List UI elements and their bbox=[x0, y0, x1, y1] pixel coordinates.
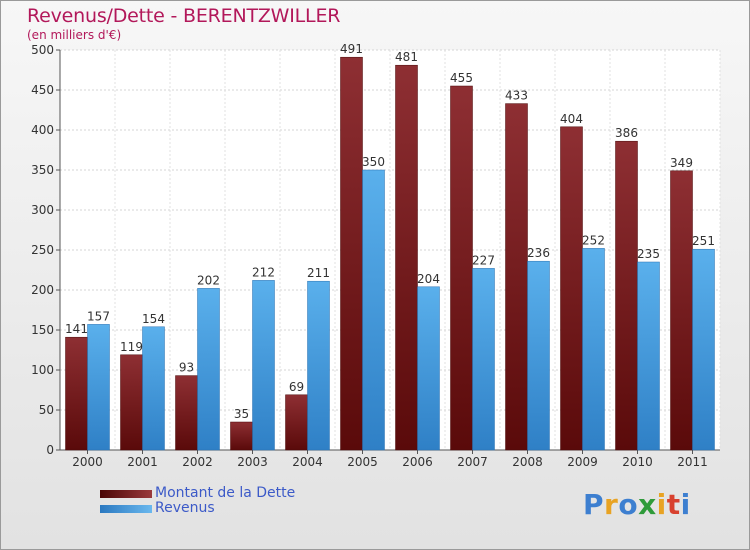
data-label-debt-2010: 386 bbox=[615, 126, 638, 140]
x-tick-label-2007: 2007 bbox=[457, 455, 488, 469]
bar-debt-2002 bbox=[175, 375, 198, 451]
logo-letter: i bbox=[656, 488, 667, 521]
data-label-revenue-2003: 212 bbox=[252, 265, 275, 279]
bar-revenue-2000 bbox=[87, 324, 110, 451]
bar-revenue-2008 bbox=[527, 260, 550, 451]
data-label-revenue-2004: 211 bbox=[307, 266, 330, 280]
x-tick-label-2000: 2000 bbox=[72, 455, 103, 469]
bar-debt-2000 bbox=[65, 336, 88, 451]
legend-swatch-revenue bbox=[100, 505, 152, 513]
data-label-revenue-2005: 350 bbox=[362, 155, 385, 169]
data-label-revenue-2011: 251 bbox=[692, 234, 715, 248]
proxiti-logo: Proxiti bbox=[583, 488, 691, 521]
x-tick-label-2001: 2001 bbox=[127, 455, 158, 469]
data-label-debt-2004: 69 bbox=[289, 380, 304, 394]
data-label-revenue-2002: 202 bbox=[197, 273, 220, 287]
bar-revenue-2011 bbox=[692, 248, 715, 451]
y-tick-label-50: 50 bbox=[39, 403, 54, 417]
bar-debt-2004 bbox=[285, 394, 308, 451]
bar-revenue-2010 bbox=[637, 261, 660, 451]
bar-debt-2009 bbox=[560, 126, 583, 451]
bar-revenue-2009 bbox=[582, 248, 605, 451]
data-label-debt-2011: 349 bbox=[670, 156, 693, 170]
bar-debt-2006 bbox=[395, 64, 418, 451]
data-label-debt-2000: 141 bbox=[65, 322, 88, 336]
y-tick-label-150: 150 bbox=[31, 323, 54, 337]
y-tick-label-300: 300 bbox=[31, 203, 54, 217]
data-label-revenue-2010: 235 bbox=[637, 247, 660, 261]
bar-revenue-2001 bbox=[142, 326, 165, 451]
bar-revenue-2003 bbox=[252, 280, 275, 451]
x-tick-label-2005: 2005 bbox=[347, 455, 378, 469]
data-label-debt-2001: 119 bbox=[120, 340, 143, 354]
logo-letter: t bbox=[666, 488, 681, 521]
x-tick-label-2010: 2010 bbox=[622, 455, 653, 469]
logo-letter: i bbox=[680, 488, 691, 521]
data-label-debt-2007: 455 bbox=[450, 71, 473, 85]
bar-revenue-2004 bbox=[307, 280, 330, 451]
bar-debt-2008 bbox=[505, 103, 528, 451]
data-label-revenue-2007: 227 bbox=[472, 253, 495, 267]
bar-debt-2007 bbox=[450, 85, 473, 451]
legend-label-debt: Montant de la Dette bbox=[155, 485, 296, 501]
bar-debt-2010 bbox=[615, 140, 638, 451]
legend-swatch-debt bbox=[100, 490, 152, 498]
x-tick-label-2011: 2011 bbox=[677, 455, 708, 469]
bar-revenue-2005 bbox=[362, 169, 385, 451]
x-tick-label-2008: 2008 bbox=[512, 455, 543, 469]
bar-debt-2011 bbox=[670, 170, 693, 451]
logo-letter: P bbox=[583, 488, 605, 521]
y-tick-label-200: 200 bbox=[31, 283, 54, 297]
y-tick-label-500: 500 bbox=[31, 43, 54, 57]
bar-revenue-2007 bbox=[472, 268, 495, 451]
bar-debt-2005 bbox=[340, 56, 363, 451]
bar-revenue-2006 bbox=[417, 286, 440, 451]
x-tick-label-2006: 2006 bbox=[402, 455, 433, 469]
data-label-debt-2006: 481 bbox=[395, 50, 418, 64]
y-tick-label-100: 100 bbox=[31, 363, 54, 377]
data-label-debt-2005: 491 bbox=[340, 42, 363, 56]
y-tick-label-450: 450 bbox=[31, 83, 54, 97]
data-label-revenue-2008: 236 bbox=[527, 246, 550, 260]
y-tick-label-350: 350 bbox=[31, 163, 54, 177]
bar-debt-2003 bbox=[230, 421, 253, 451]
chart-title: Revenus/Dette - BERENTZWILLER bbox=[27, 5, 341, 27]
y-tick-label-250: 250 bbox=[31, 243, 54, 257]
logo-letter: x bbox=[638, 488, 657, 521]
data-label-debt-2003: 35 bbox=[234, 407, 249, 421]
x-tick-label-2009: 2009 bbox=[567, 455, 598, 469]
y-tick-label-400: 400 bbox=[31, 123, 54, 137]
data-label-revenue-2009: 252 bbox=[582, 233, 605, 247]
data-label-debt-2002: 93 bbox=[179, 361, 194, 375]
bar-revenue-2002 bbox=[197, 288, 220, 451]
data-label-revenue-2001: 154 bbox=[142, 312, 165, 326]
data-label-debt-2009: 404 bbox=[560, 112, 583, 126]
data-label-revenue-2000: 157 bbox=[87, 309, 110, 323]
y-tick-label-0: 0 bbox=[46, 443, 54, 457]
x-tick-label-2002: 2002 bbox=[182, 455, 213, 469]
data-label-debt-2008: 433 bbox=[505, 89, 528, 103]
x-tick-label-2004: 2004 bbox=[292, 455, 323, 469]
data-label-revenue-2006: 204 bbox=[417, 272, 440, 286]
legend-label-revenue: Revenus bbox=[155, 500, 215, 516]
logo-letter: r bbox=[604, 488, 619, 521]
bar-debt-2001 bbox=[120, 354, 143, 451]
x-tick-label-2003: 2003 bbox=[237, 455, 268, 469]
chart-subtitle: (en milliers d'€) bbox=[27, 28, 122, 42]
logo-letter: o bbox=[618, 488, 639, 521]
